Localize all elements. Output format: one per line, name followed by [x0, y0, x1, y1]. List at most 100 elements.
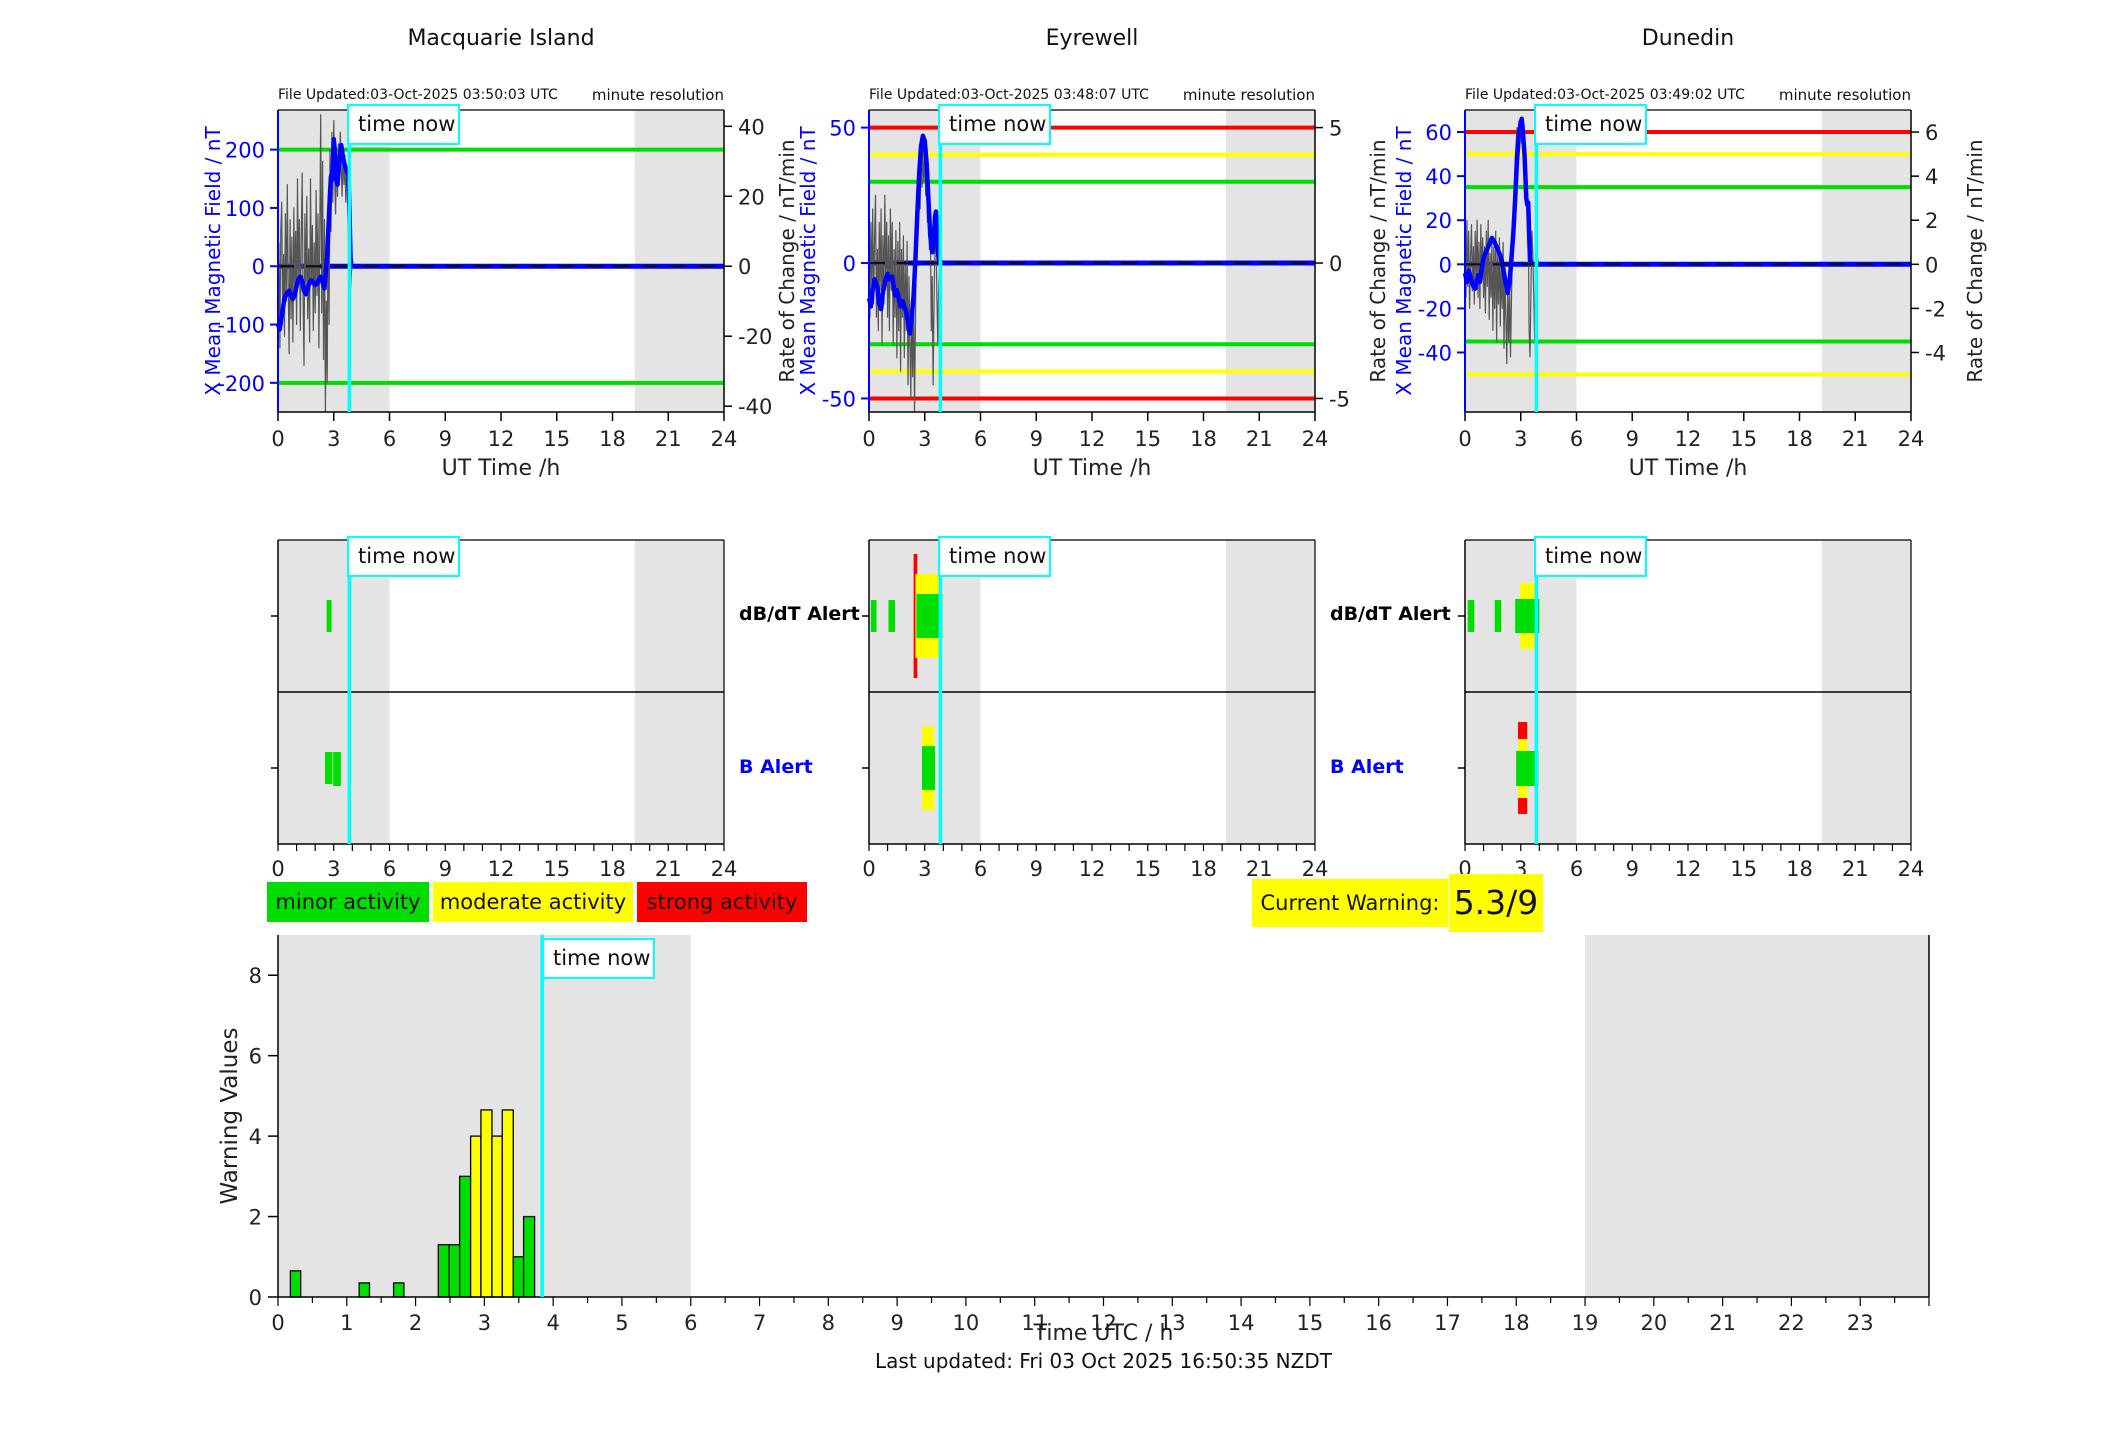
svg-text:5: 5 [615, 1311, 628, 1335]
station-title: Dunedin [1641, 26, 1735, 51]
svg-text:-4: -4 [1925, 341, 1946, 365]
svg-text:21: 21 [1246, 427, 1273, 451]
svg-text:4: 4 [546, 1311, 559, 1335]
svg-text:8: 8 [249, 964, 262, 988]
svg-text:0: 0 [252, 255, 265, 279]
svg-text:16: 16 [1365, 1311, 1392, 1335]
svg-text:0: 0 [843, 252, 856, 276]
y-axis-label-right: Rate of Change / nT/min [1366, 139, 1390, 383]
svg-text:-40: -40 [1418, 341, 1452, 365]
svg-text:21: 21 [1709, 1311, 1736, 1335]
svg-text:0: 0 [1329, 252, 1342, 276]
svg-text:15: 15 [1730, 427, 1757, 451]
svg-text:14: 14 [1228, 1311, 1255, 1335]
svg-text:0: 0 [271, 857, 284, 881]
svg-text:24: 24 [711, 857, 738, 881]
y-axis-label-left: X Mean Magnetic Field / nT [201, 126, 225, 396]
station-title: Macquarie Island [407, 26, 595, 51]
svg-text:12: 12 [1079, 857, 1106, 881]
y-axis-label-right: Rate of Change / nT/min [1963, 139, 1987, 383]
svg-text:21: 21 [655, 427, 682, 451]
svg-text:6: 6 [1925, 121, 1938, 145]
svg-text:24: 24 [1898, 427, 1925, 451]
svg-text:17: 17 [1434, 1311, 1461, 1335]
svg-text:-40: -40 [738, 395, 772, 419]
svg-text:24: 24 [1302, 857, 1329, 881]
current-warning-value: 5.3/9 [1449, 874, 1543, 932]
svg-text:2: 2 [409, 1311, 422, 1335]
svg-text:8: 8 [822, 1311, 835, 1335]
svg-text:0: 0 [249, 1286, 262, 1310]
current-warning-label: Current Warning: [1252, 879, 1448, 927]
svg-text:0: 0 [1439, 253, 1452, 277]
time-now-flag: time now [938, 536, 1051, 577]
svg-text:12: 12 [1079, 427, 1106, 451]
svg-text:20: 20 [1425, 209, 1452, 233]
svg-text:0: 0 [1458, 427, 1471, 451]
svg-text:20: 20 [1640, 1311, 1667, 1335]
svg-text:13: 13 [1159, 1311, 1186, 1335]
legend-minor-activity: minor activity [267, 882, 429, 922]
svg-text:15: 15 [1134, 427, 1161, 451]
svg-text:1: 1 [340, 1311, 353, 1335]
svg-text:4: 4 [1925, 165, 1938, 189]
svg-text:15: 15 [1730, 857, 1757, 881]
svg-text:15: 15 [1134, 857, 1161, 881]
svg-text:40: 40 [738, 115, 765, 139]
resolution-note: minute resolution [1778, 86, 1911, 104]
svg-text:12: 12 [488, 857, 515, 881]
svg-text:6: 6 [974, 857, 987, 881]
svg-text:11: 11 [1021, 1311, 1048, 1335]
legend-moderate-activity: moderate activity [433, 882, 633, 922]
file-updated-timestamp: File Updated:03-Oct-2025 03:48:07 UTC [869, 87, 1149, 103]
svg-text:19: 19 [1572, 1311, 1599, 1335]
svg-text:2: 2 [249, 1206, 262, 1230]
svg-text:6: 6 [383, 857, 396, 881]
svg-text:24: 24 [711, 427, 738, 451]
svg-text:9: 9 [439, 427, 452, 451]
svg-text:22: 22 [1778, 1311, 1805, 1335]
svg-text:9: 9 [890, 1311, 903, 1335]
warning-values-axis-label: Warning Values [217, 1027, 243, 1205]
svg-text:24: 24 [1898, 857, 1925, 881]
svg-text:9: 9 [1626, 857, 1639, 881]
svg-text:18: 18 [1190, 427, 1217, 451]
svg-text:18: 18 [599, 427, 626, 451]
time-now-flag: time now [347, 104, 460, 145]
svg-text:200: 200 [225, 139, 265, 163]
svg-text:6: 6 [1570, 427, 1583, 451]
svg-text:15: 15 [1297, 1311, 1324, 1335]
time-utc-axis-label: Time UTC / h [1033, 1321, 1174, 1346]
svg-text:7: 7 [753, 1311, 766, 1335]
svg-text:18: 18 [1786, 857, 1813, 881]
svg-text:-20: -20 [738, 325, 772, 349]
svg-text:15: 15 [543, 427, 570, 451]
svg-text:6: 6 [249, 1045, 262, 1069]
time-now-flag: time now [1534, 104, 1647, 145]
svg-text:12: 12 [1675, 857, 1702, 881]
svg-text:9: 9 [1030, 857, 1043, 881]
time-now-flag: time now [938, 104, 1051, 145]
svg-text:-5: -5 [1329, 387, 1350, 411]
x-axis-label: UT Time /h [1628, 456, 1748, 481]
svg-text:18: 18 [599, 857, 626, 881]
dbdt-alert-row-label: dB/dT Alert [739, 603, 860, 625]
svg-text:-2: -2 [1925, 297, 1946, 321]
svg-text:6: 6 [684, 1311, 697, 1335]
svg-text:21: 21 [655, 857, 682, 881]
svg-text:10: 10 [953, 1311, 980, 1335]
last-updated-text: Last updated: Fri 03 Oct 2025 16:50:35 N… [875, 1349, 1332, 1373]
svg-text:21: 21 [1246, 857, 1273, 881]
x-axis-label: UT Time /h [1032, 456, 1152, 481]
svg-text:18: 18 [1786, 427, 1813, 451]
svg-text:6: 6 [1570, 857, 1583, 881]
svg-text:100: 100 [225, 197, 265, 221]
svg-text:0: 0 [862, 427, 875, 451]
y-axis-label-left: X Mean Magnetic Field / nT [1392, 126, 1416, 396]
svg-text:-50: -50 [822, 387, 856, 411]
svg-text:12: 12 [488, 427, 515, 451]
svg-text:20: 20 [738, 185, 765, 209]
svg-text:50: 50 [829, 117, 856, 141]
svg-text:3: 3 [327, 427, 340, 451]
